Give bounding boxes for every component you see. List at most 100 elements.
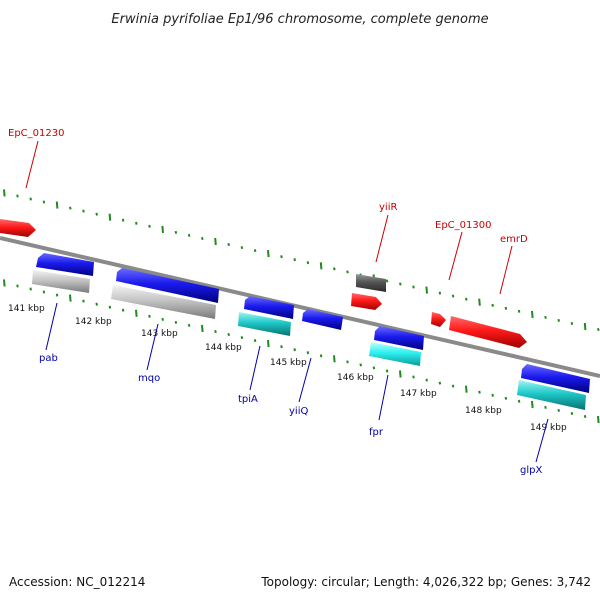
gene-label-yiir: yiiR (379, 202, 397, 213)
minor-tick (491, 303, 494, 307)
minor-tick (517, 309, 521, 313)
minor-tick (148, 314, 151, 318)
major-tick (55, 201, 59, 209)
minor-tick (227, 242, 230, 247)
minor-tick (253, 249, 257, 253)
minor-tick (557, 408, 560, 412)
scale-label: 142 kbp (75, 317, 112, 327)
major-tick (465, 385, 468, 393)
gene-mqo-arrow (116, 268, 219, 303)
gene-label-mqo: mqo (138, 373, 160, 384)
scale-label: 147 kbp (400, 389, 437, 399)
gene-tpia-arrow (244, 296, 294, 319)
bottom-gene-labels: pab mqo tpiA yiiQ fpr glpX (39, 302, 549, 476)
minor-tick (412, 285, 415, 289)
minor-tick (82, 209, 85, 213)
minor-tick (346, 270, 349, 274)
gene-yiir-neighbor-arrow (351, 293, 382, 310)
minor-tick (491, 393, 494, 397)
minor-tick (451, 384, 455, 388)
gene-fpr-arrow (374, 326, 424, 350)
minor-tick (187, 323, 191, 327)
major-tick (135, 309, 138, 317)
major-tick (3, 279, 6, 287)
minor-tick (570, 321, 574, 326)
inner-tick-ring (3, 279, 600, 424)
minor-tick (465, 297, 468, 301)
leader-line (298, 357, 312, 403)
minor-tick (42, 200, 46, 204)
leader-line (535, 418, 549, 463)
minor-tick (16, 194, 19, 198)
leader-line (25, 140, 39, 189)
minor-tick (504, 396, 508, 400)
leader-line (45, 302, 58, 351)
minor-tick (280, 255, 283, 259)
gene-epc01230-arrow (0, 219, 36, 237)
leader-line (448, 231, 463, 281)
outer-tick-ring (3, 189, 600, 332)
minor-tick (82, 299, 85, 303)
minor-tick (425, 378, 428, 382)
minor-tick (69, 206, 72, 210)
minor-tick (174, 320, 178, 324)
gene-label-epc01300: EpC_01300 (435, 220, 491, 231)
accession-text: Accession: NC_012214 (9, 575, 145, 589)
minor-tick (135, 221, 138, 225)
gene-label-epc01230: EpC_01230 (8, 128, 64, 139)
minor-tick (583, 414, 587, 419)
gene-mqo-rna-bar (111, 285, 216, 319)
leader-line (378, 374, 389, 421)
scale-label: 141 kbp (8, 304, 45, 314)
major-tick (531, 400, 534, 408)
gene-label-pab: pab (39, 353, 58, 364)
minor-tick (385, 369, 389, 373)
major-tick (267, 340, 270, 348)
scale-label: 148 kbp (465, 406, 502, 416)
reverse-genes (32, 253, 590, 410)
minor-tick (29, 197, 32, 201)
minor-tick (121, 308, 125, 312)
minor-tick (95, 212, 98, 216)
major-tick (201, 324, 204, 333)
scale-label: 149 kbp (530, 423, 567, 433)
major-tick (108, 213, 112, 221)
gene-pab-rna-bar (32, 270, 90, 293)
scale-label: 143 kbp (141, 329, 178, 339)
minor-tick (108, 305, 112, 309)
minor-tick (227, 332, 230, 337)
major-tick (583, 322, 587, 331)
minor-tick (478, 390, 481, 394)
minor-tick (240, 336, 244, 340)
gene-label-fpr: fpr (369, 427, 384, 438)
gene-label-yiiq: yiiQ (289, 406, 308, 417)
gene-pab-arrow (36, 253, 94, 276)
minor-tick (148, 224, 151, 228)
minor-tick (253, 339, 257, 343)
minor-tick (214, 329, 217, 334)
minor-tick (187, 233, 191, 237)
gene-label-glpx: glpX (520, 465, 542, 476)
minor-tick (293, 258, 296, 262)
major-tick (69, 294, 72, 302)
major-tick (3, 189, 6, 197)
leader-line (499, 245, 513, 295)
gene-label-tpia: tpiA (238, 394, 258, 405)
scale-label: 144 kbp (205, 343, 242, 353)
minor-tick (306, 261, 310, 265)
minor-tick (55, 293, 59, 297)
major-tick (161, 225, 164, 233)
minor-tick (544, 315, 547, 319)
scale-label: 146 kbp (337, 373, 374, 383)
minor-tick (597, 327, 600, 332)
minor-tick (359, 363, 362, 367)
minor-tick (293, 348, 296, 352)
major-tick (399, 370, 402, 378)
major-tick (333, 355, 336, 363)
minor-tick (372, 366, 376, 370)
minor-tick (240, 246, 244, 250)
major-tick (425, 286, 428, 294)
leader-line (249, 345, 261, 391)
gene-glpx-arrow (521, 364, 590, 393)
map-title: Erwinia pyrifoliae Ep1/96 chromosome, co… (111, 12, 488, 27)
